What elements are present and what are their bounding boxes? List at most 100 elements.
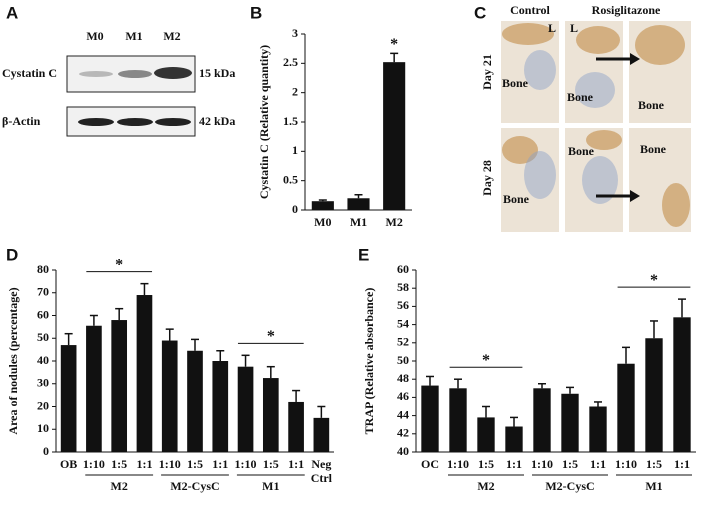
western-blot: M0 M1 M2 Cystatin C β-Actin 15 kDa 42 kD…: [2, 29, 235, 137]
y-tick-label: 0: [292, 202, 298, 216]
band: [117, 118, 153, 126]
bar: [617, 363, 635, 452]
x-tick-label: 1:5: [478, 457, 494, 471]
group-label: M2: [477, 479, 494, 493]
y-tick-label: 58: [397, 280, 409, 294]
x-tick-label: 1:10: [159, 457, 181, 471]
group-label: M2-CysC: [545, 479, 594, 493]
column-label: Control: [510, 3, 550, 17]
bar: [589, 406, 607, 452]
lane-label: M0: [86, 29, 103, 43]
cells: [524, 50, 556, 90]
bar: [673, 317, 691, 452]
y-tick-label: 50: [397, 353, 409, 367]
stain: [586, 130, 622, 150]
x-tick-label: 1:1: [590, 457, 606, 471]
stain: [662, 183, 690, 227]
histology: Control Rosiglitazone Day 21 Day 28: [480, 3, 693, 234]
y-tick-label: 46: [397, 389, 409, 403]
x-tick-label: M2: [386, 215, 403, 229]
x-tick-label: OB: [60, 457, 77, 471]
x-tick-label: 1:1: [674, 457, 690, 471]
band: [78, 118, 114, 126]
x-tick-label: 1:10: [235, 457, 257, 471]
panel-label: B: [250, 3, 262, 22]
y-tick-label: 1: [292, 143, 298, 157]
bar: [212, 361, 229, 452]
y-tick-label: 60: [37, 307, 49, 321]
row-label: Day 21: [480, 54, 494, 90]
y-axis-label: Area of nodules (percentage): [6, 287, 20, 434]
y-tick-label: 60: [397, 262, 409, 276]
row-label: Cystatin C: [2, 66, 57, 80]
cells: [582, 156, 618, 204]
bar: [505, 426, 523, 452]
significance-mark: *: [650, 272, 658, 289]
tissue-label: Bone: [502, 76, 529, 90]
x-tick-label: 1:5: [263, 457, 279, 471]
y-tick-label: 0.5: [283, 172, 298, 186]
group-label: M1: [262, 479, 279, 493]
y-tick-label: 10: [37, 421, 49, 435]
bar: [111, 320, 128, 452]
bar: [86, 325, 102, 452]
x-tick-label: Neg Ctrl: [311, 457, 333, 485]
y-axis-label: TRAP (Relative absorbance): [362, 288, 376, 435]
band: [154, 67, 192, 79]
bar: [645, 338, 663, 452]
group-label: M1: [645, 479, 662, 493]
stain: [502, 136, 538, 164]
tissue-label: Bone: [567, 90, 594, 104]
bar: [161, 340, 178, 452]
cells: [575, 72, 615, 108]
significance-mark: *: [115, 256, 123, 273]
row-label: β-Actin: [2, 114, 41, 128]
tissue-label: Bone: [640, 142, 667, 156]
x-tick-label: 1:10: [615, 457, 637, 471]
y-tick-label: 2: [292, 84, 298, 98]
x-tick-label: 1:10: [83, 457, 105, 471]
y-tick-label: 44: [397, 407, 409, 421]
bar: [313, 417, 330, 452]
x-tick-label: 1:5: [111, 457, 127, 471]
bar: [311, 201, 334, 210]
y-tick-label: 48: [397, 371, 409, 385]
y-tick-label: 70: [37, 285, 49, 299]
bar: [533, 388, 551, 452]
group-label: M2: [111, 479, 128, 493]
y-tick-label: 0: [43, 444, 49, 458]
bar: [60, 345, 77, 452]
row-label: Day 28: [480, 160, 494, 196]
y-tick-label: 54: [397, 316, 409, 330]
tissue-label: Bone: [503, 192, 530, 206]
bar: [383, 62, 406, 210]
band: [155, 118, 191, 126]
lane-label: M1: [125, 29, 142, 43]
panel-label: D: [6, 245, 18, 264]
stain: [635, 25, 685, 65]
x-tick-label: 1:5: [187, 457, 203, 471]
x-tick-label: OC: [421, 457, 439, 471]
x-tick-label: M1: [350, 215, 367, 229]
group-label: M2-CysC: [170, 479, 219, 493]
y-tick-label: 3: [292, 26, 298, 40]
bar: [187, 350, 203, 452]
x-tick-label: 1:5: [562, 457, 578, 471]
bar: [477, 417, 495, 452]
bar: [347, 198, 370, 210]
panel-label: A: [6, 3, 18, 22]
x-tick-label: 1:5: [646, 457, 662, 471]
bar: [262, 378, 279, 452]
y-tick-label: 40: [37, 353, 49, 367]
y-axis-label: Cystatin C (Relative quantity): [257, 45, 271, 199]
panel-label: C: [474, 3, 486, 22]
tissue-label: Bone: [638, 98, 665, 112]
lane-label: M2: [163, 29, 180, 43]
tissue-label: L: [570, 21, 578, 35]
x-tick-label: 1:1: [136, 457, 152, 471]
stain: [502, 23, 554, 45]
significance-mark: *: [390, 36, 398, 53]
y-tick-label: 52: [397, 335, 409, 349]
significance-mark: *: [482, 352, 490, 369]
panel-label: E: [358, 245, 369, 264]
